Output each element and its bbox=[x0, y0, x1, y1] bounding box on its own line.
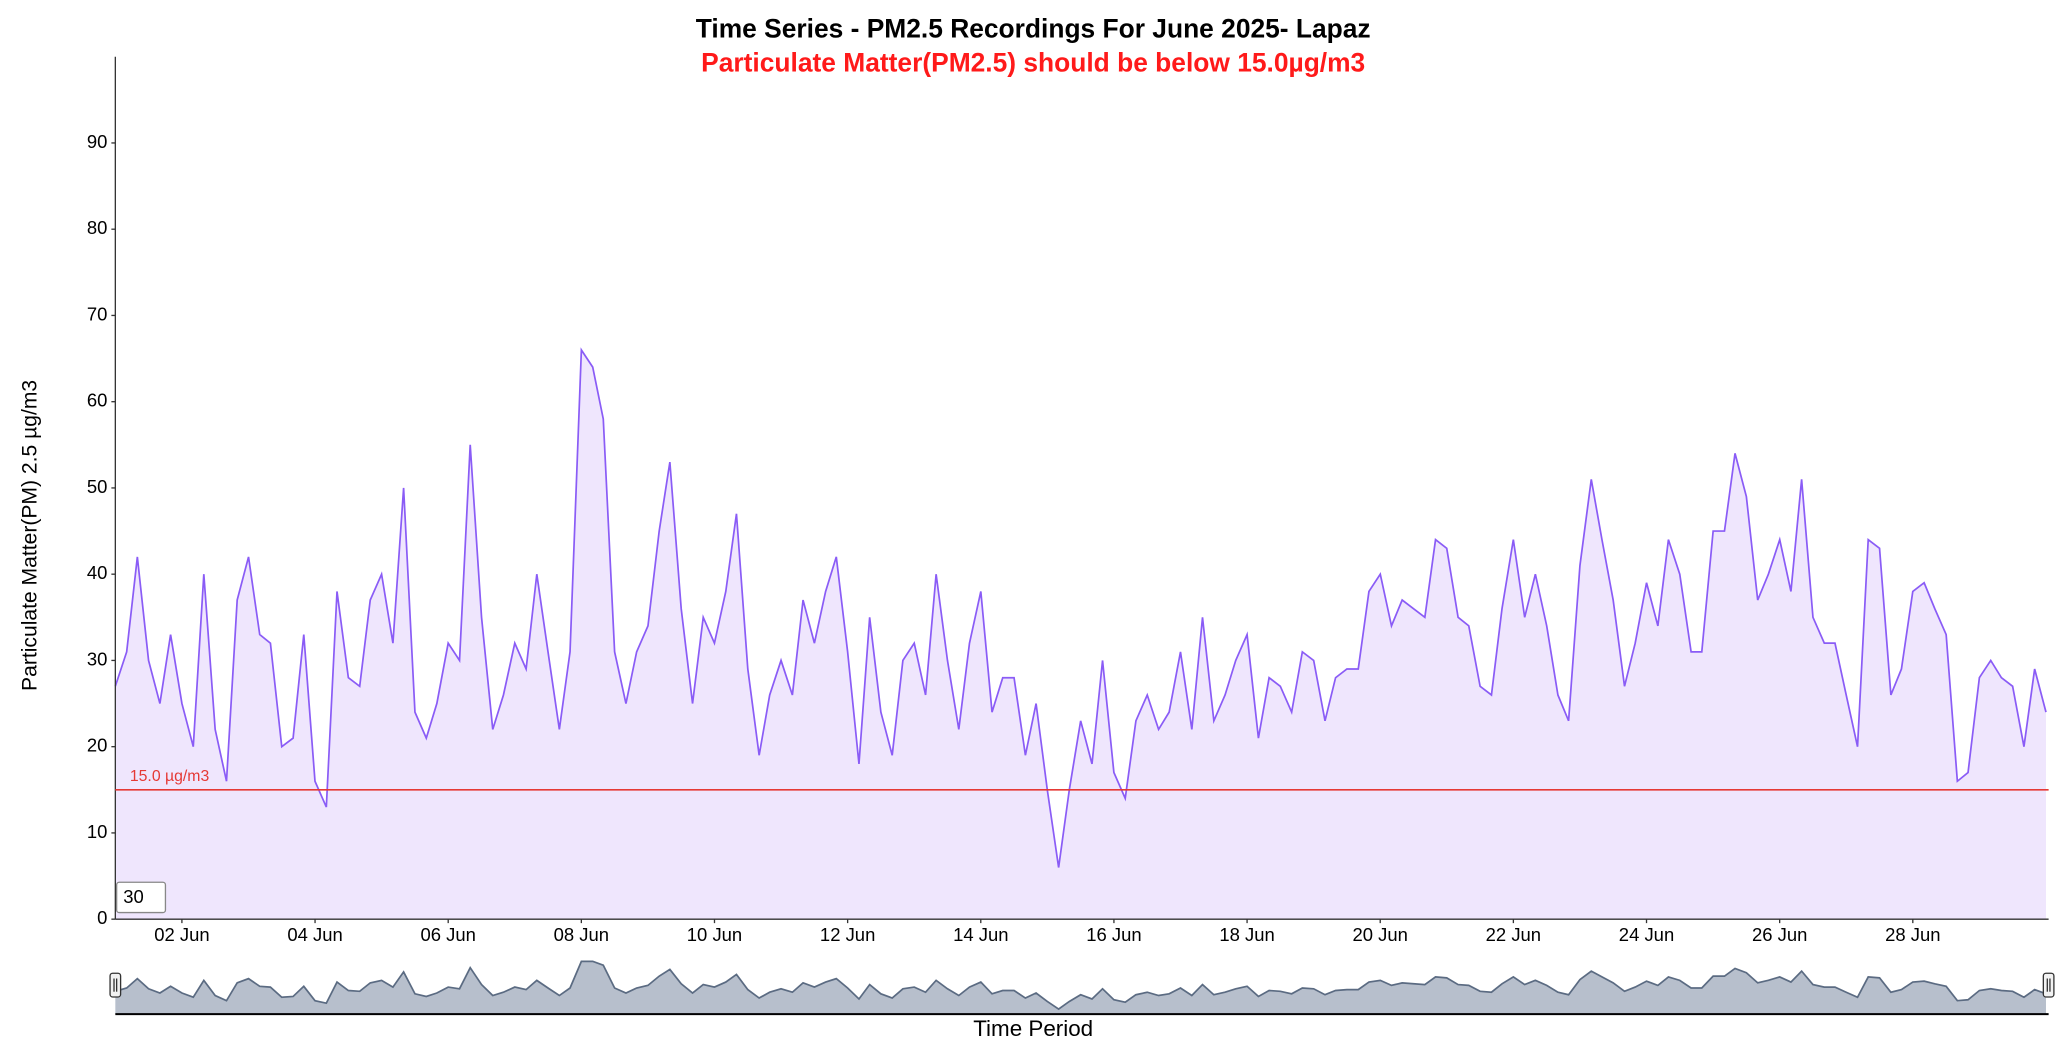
x-tick-label: 28 Jun bbox=[1885, 924, 1940, 945]
x-tick-label: 14 Jun bbox=[953, 924, 1008, 945]
x-tick-label: 12 Jun bbox=[820, 924, 875, 945]
y-tick-label: 70 bbox=[87, 303, 108, 324]
y-tick-label: 80 bbox=[87, 217, 108, 238]
series-line bbox=[114, 347, 2047, 868]
x-tick-label: 02 Jun bbox=[154, 924, 209, 945]
chart-subtitle: Particulate Matter(PM2.5) should be belo… bbox=[701, 48, 1365, 78]
y-tick-label: 60 bbox=[87, 390, 108, 411]
x-tick-label: 08 Jun bbox=[554, 924, 609, 945]
y-tick-label: 0 bbox=[97, 907, 107, 928]
y-tick-label: 10 bbox=[87, 821, 108, 842]
series-area bbox=[115, 349, 2046, 920]
x-tick-label: 22 Jun bbox=[1486, 924, 1541, 945]
range-slider-handle[interactable] bbox=[2042, 972, 2055, 998]
range-input-text: 30 bbox=[123, 886, 144, 907]
y-tick-label: 20 bbox=[87, 735, 108, 756]
x-tick-label: 18 Jun bbox=[1219, 924, 1274, 945]
range-slider-series-area bbox=[115, 961, 2046, 1015]
y-tick-label: 30 bbox=[87, 648, 108, 669]
x-tick-label: 04 Jun bbox=[287, 924, 342, 945]
x-axis-label: Time Period bbox=[973, 1016, 1093, 1041]
x-tick-label: 10 Jun bbox=[687, 924, 742, 945]
threshold-label: 15.0 µg/m3 bbox=[130, 768, 210, 785]
x-tick-label: 16 Jun bbox=[1086, 924, 1141, 945]
y-axis-label: Particulate Matter(PM) 2.5 µg/m3 bbox=[19, 380, 42, 691]
y-tick-label: 40 bbox=[87, 562, 108, 583]
x-tick-label: 06 Jun bbox=[420, 924, 475, 945]
range-slider-handle[interactable] bbox=[109, 972, 122, 998]
y-tick-label: 50 bbox=[87, 476, 108, 497]
x-tick-label: 24 Jun bbox=[1619, 924, 1674, 945]
range-slider-series-line bbox=[115, 960, 2047, 1011]
range-input[interactable] bbox=[115, 881, 167, 914]
x-tick-label: 20 Jun bbox=[1353, 924, 1408, 945]
x-tick-label: 26 Jun bbox=[1752, 924, 1807, 945]
y-tick-label: 90 bbox=[87, 131, 108, 152]
chart-title: Time Series - PM2.5 Recordings For June … bbox=[696, 13, 1371, 43]
